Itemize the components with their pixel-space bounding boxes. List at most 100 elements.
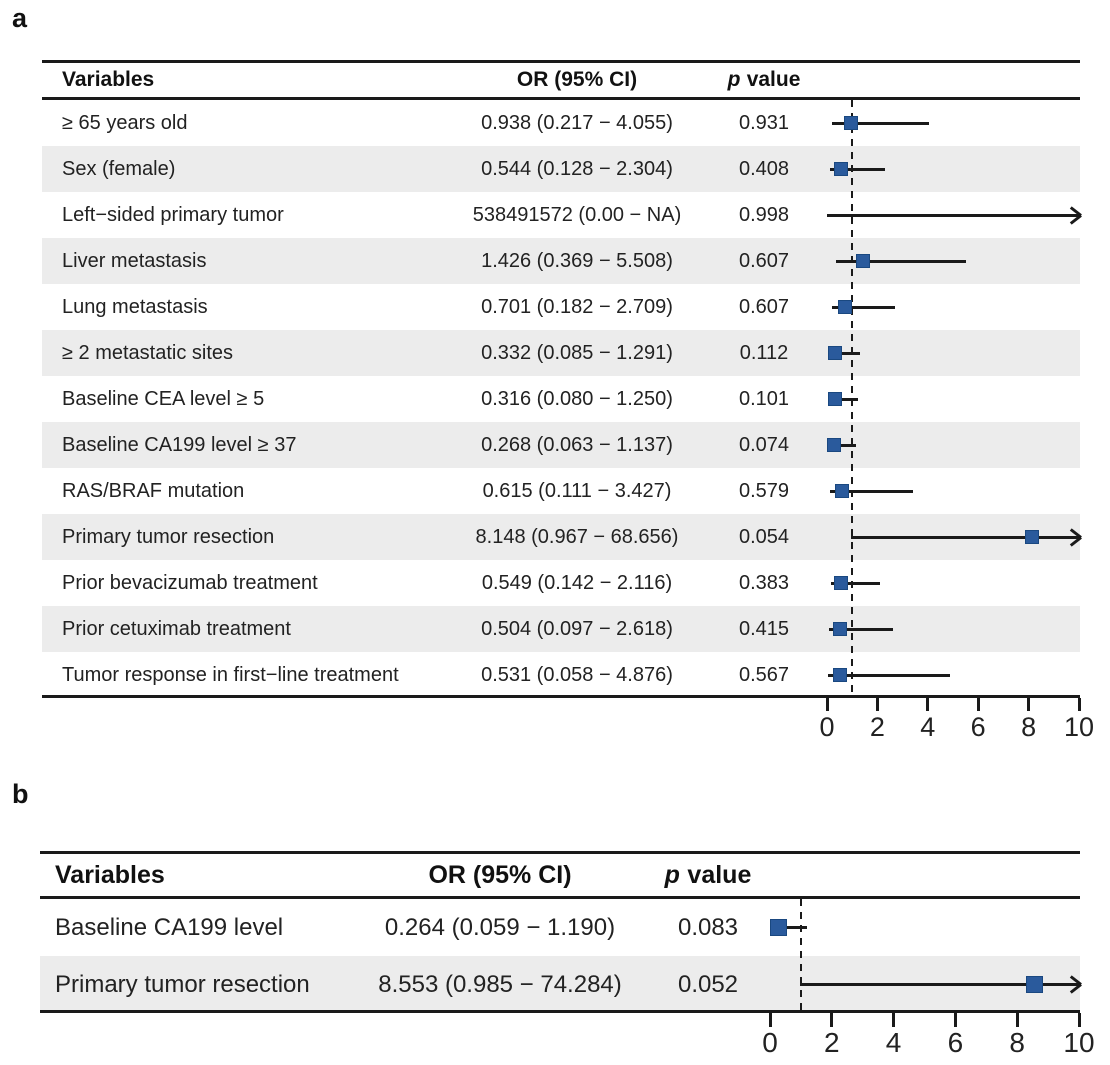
- column-header-variables: Variables: [62, 68, 155, 91]
- or-marker: [832, 622, 847, 636]
- table-row: Prior bevacizumab treatment 0.549 (0.142 …: [42, 560, 1080, 606]
- column-header-p-value: p value: [699, 63, 829, 97]
- row-p-value: 0.415: [738, 618, 790, 640]
- ci-line: [830, 167, 886, 171]
- ci-line: [830, 581, 881, 585]
- or-marker: [827, 392, 842, 406]
- row-variable: Baseline CA199 level ≥ 37: [62, 434, 297, 456]
- axis-tick: [830, 1013, 834, 1027]
- row-or-ci: 8.553 (0.985 − 74.284): [378, 971, 622, 998]
- axis-tick: [1027, 698, 1031, 711]
- p-value-italic-p: p: [727, 68, 741, 91]
- panel-a-label: a: [12, 3, 28, 33]
- table-row: Left−sided primary tumor 538491572 (0.00 …: [42, 192, 1080, 238]
- row-p-value: 0.383: [738, 572, 790, 594]
- or-marker: [769, 919, 787, 936]
- axis-tick-label: 10: [1063, 1027, 1095, 1058]
- row-or-ci: 0.549 (0.142 − 2.116): [481, 572, 673, 594]
- axis-tick-label: 0: [819, 712, 835, 742]
- column-header-or-ci: OR (95% CI): [516, 68, 638, 91]
- p-value-rest: value: [687, 861, 752, 889]
- axis-tick: [1077, 698, 1081, 711]
- axis-tick-label: 2: [824, 1027, 840, 1058]
- row-or-ci: 0.531 (0.058 − 4.876): [481, 664, 673, 686]
- row-or-ci: 8.148 (0.967 − 68.656): [475, 526, 679, 548]
- table-rule: [42, 695, 1080, 698]
- axis-tick: [892, 1013, 896, 1027]
- row-p-value: 0.579: [738, 480, 790, 502]
- row-p-value: 0.607: [738, 296, 790, 318]
- table-row: Sex (female) 0.544 (0.128 − 2.304) 0.408: [42, 146, 1080, 192]
- row-or-ci: 0.264 (0.059 − 1.190): [384, 914, 616, 941]
- ci-line: [829, 489, 914, 493]
- table-row: Baseline CEA level ≥ 5 0.316 (0.080 − 1.2…: [42, 376, 1080, 422]
- ci-line: [828, 443, 856, 447]
- row-or-ci: 0.615 (0.111 − 3.427): [482, 480, 672, 502]
- ci-line: [851, 535, 1079, 539]
- ci-line: [831, 305, 896, 309]
- reference-line: [799, 899, 802, 1013]
- or-marker: [828, 346, 843, 360]
- axis-tick-label: 10: [1063, 712, 1095, 742]
- or-marker: [855, 254, 870, 268]
- table-rule: [40, 1010, 1080, 1013]
- table-rule: [42, 97, 1080, 100]
- row-or-ci: 538491572 (0.00 − NA): [472, 204, 682, 226]
- table-row: RAS/BRAF mutation 0.615 (0.111 − 3.427) 0.…: [42, 468, 1080, 514]
- panel-b-label: b: [12, 779, 29, 809]
- row-variable: Baseline CA199 level: [55, 914, 284, 941]
- table-row: Baseline CA199 level ≥ 37 0.268 (0.063 − …: [42, 422, 1080, 468]
- row-p-value: 0.567: [738, 664, 790, 686]
- p-value-rest: value: [746, 68, 801, 91]
- ci-line: [828, 673, 950, 677]
- row-p-value: 0.101: [738, 388, 790, 410]
- row-p-value: 0.083: [677, 914, 739, 941]
- axis-tick: [926, 698, 930, 711]
- row-p-value: 0.074: [738, 434, 790, 456]
- or-marker: [833, 162, 848, 176]
- row-p-value: 0.607: [738, 250, 790, 272]
- table-row: ≥ 2 metastatic sites 0.332 (0.085 − 1.291…: [42, 330, 1080, 376]
- arrow-right-icon: [1066, 206, 1081, 224]
- row-variable: Prior cetuximab treatment: [62, 618, 291, 640]
- arrow-right-icon: [1066, 528, 1081, 546]
- table-row: Baseline CA199 level 0.264 (0.059 − 1.190…: [40, 899, 1080, 956]
- axis-tick-label: 4: [885, 1027, 902, 1058]
- row-p-value: 0.112: [739, 342, 789, 364]
- arrow-right-icon: [1066, 976, 1081, 994]
- row-or-ci: 0.544 (0.128 − 2.304): [481, 158, 673, 180]
- row-variable: Baseline CEA level ≥ 5: [62, 388, 265, 410]
- table-rule: [42, 60, 1080, 63]
- row-p-value: 0.408: [738, 158, 790, 180]
- table-row: Lung metastasis 0.701 (0.182 − 2.709) 0.60…: [42, 284, 1080, 330]
- axis-tick-label: 8: [1009, 1027, 1025, 1058]
- table-rule: [40, 851, 1080, 854]
- ci-line: [800, 983, 1079, 986]
- row-variable: ≥ 2 metastatic sites: [62, 342, 234, 364]
- or-marker: [837, 300, 852, 314]
- row-p-value: 0.054: [738, 526, 790, 548]
- axis-tick: [875, 698, 879, 711]
- axis-tick: [825, 698, 829, 711]
- axis-tick-label: 4: [920, 712, 936, 742]
- row-or-ci: 0.316 (0.080 − 1.250): [481, 388, 673, 410]
- row-variable: Liver metastasis: [62, 250, 207, 272]
- ci-line: [829, 351, 860, 355]
- ci-line: [836, 259, 966, 263]
- row-variable: Tumor response in first−line treatment: [62, 664, 399, 686]
- or-marker: [843, 116, 858, 130]
- row-p-value: 0.052: [677, 971, 739, 998]
- axis-tick: [768, 1013, 772, 1027]
- row-variable: Left−sided primary tumor: [62, 204, 284, 226]
- axis-tick-label: 8: [1021, 712, 1037, 742]
- ci-line: [771, 926, 807, 929]
- row-or-ci: 0.268 (0.063 − 1.137): [481, 434, 673, 456]
- table-row: ≥ 65 years old 0.938 (0.217 − 4.055) 0.931: [42, 100, 1080, 146]
- row-variable: Lung metastasis: [62, 296, 208, 318]
- table-rule: [40, 896, 1080, 899]
- row-or-ci: 0.701 (0.182 − 2.709): [481, 296, 673, 318]
- column-header-variables: Variables: [55, 861, 165, 889]
- ci-line: [829, 397, 859, 401]
- or-marker: [1025, 530, 1040, 544]
